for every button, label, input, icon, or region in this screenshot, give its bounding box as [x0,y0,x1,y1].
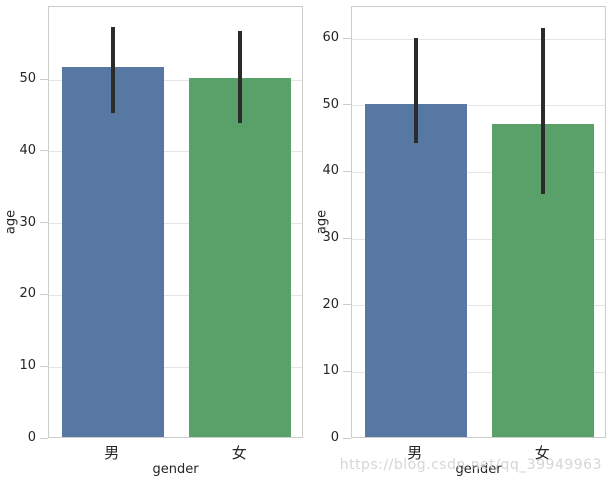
y-tick-mark [40,365,48,367]
y-tick-label: 30 [19,214,36,230]
gridline [352,105,605,107]
y-tick-mark [40,150,48,152]
error-bar [541,27,546,194]
x-tick-label: 男 [104,444,120,462]
gridline [49,79,302,81]
gridline [49,223,302,225]
y-tick-label: 0 [330,430,339,445]
y-tick-mark [343,370,351,372]
y-tick-label: 60 [322,30,339,45]
x-tick-label: 男 [407,444,423,462]
y-tick-mark [343,437,351,439]
gridline [352,371,605,373]
y-tick-mark [40,437,48,439]
y-tick-label: 50 [322,96,339,112]
y-tick-label: 10 [19,358,36,374]
x-axis-label: gender [152,462,199,477]
y-tick-mark [343,170,351,172]
plot-area [351,6,606,438]
y-tick-label: 20 [322,296,339,312]
y-tick-mark [40,78,48,80]
y-tick-mark [343,37,351,39]
gridline [352,171,605,173]
y-tick-label: 0 [27,430,36,445]
y-tick-mark [343,104,351,106]
y-tick-label: 40 [19,142,36,158]
error-bar [413,37,418,143]
gridline [49,294,302,296]
y-tick-mark [40,222,48,224]
watermark: https://blog.csdn.net/qq_39949963 [339,457,602,473]
y-tick-label: 50 [19,71,36,87]
bar [364,103,467,437]
x-tick-label: 女 [534,444,550,462]
gridline [49,151,302,153]
error-bar [238,30,243,123]
y-tick-label: 10 [322,363,339,379]
gridline [352,38,605,40]
bar [189,78,292,437]
error-bar [110,27,115,114]
x-tick-label: 女 [231,444,247,462]
gridline [352,238,605,240]
gridline [352,305,605,307]
y-tick-label: 20 [19,286,36,302]
plot-area [48,6,303,438]
y-tick-mark [40,293,48,295]
bar [61,66,164,437]
y-tick-mark [343,304,351,306]
gridline [49,366,302,368]
y-tick-label: 40 [322,163,339,179]
y-tick-label: 30 [322,230,339,245]
y-tick-mark [343,237,351,239]
x-axis-label: gender [455,462,502,477]
